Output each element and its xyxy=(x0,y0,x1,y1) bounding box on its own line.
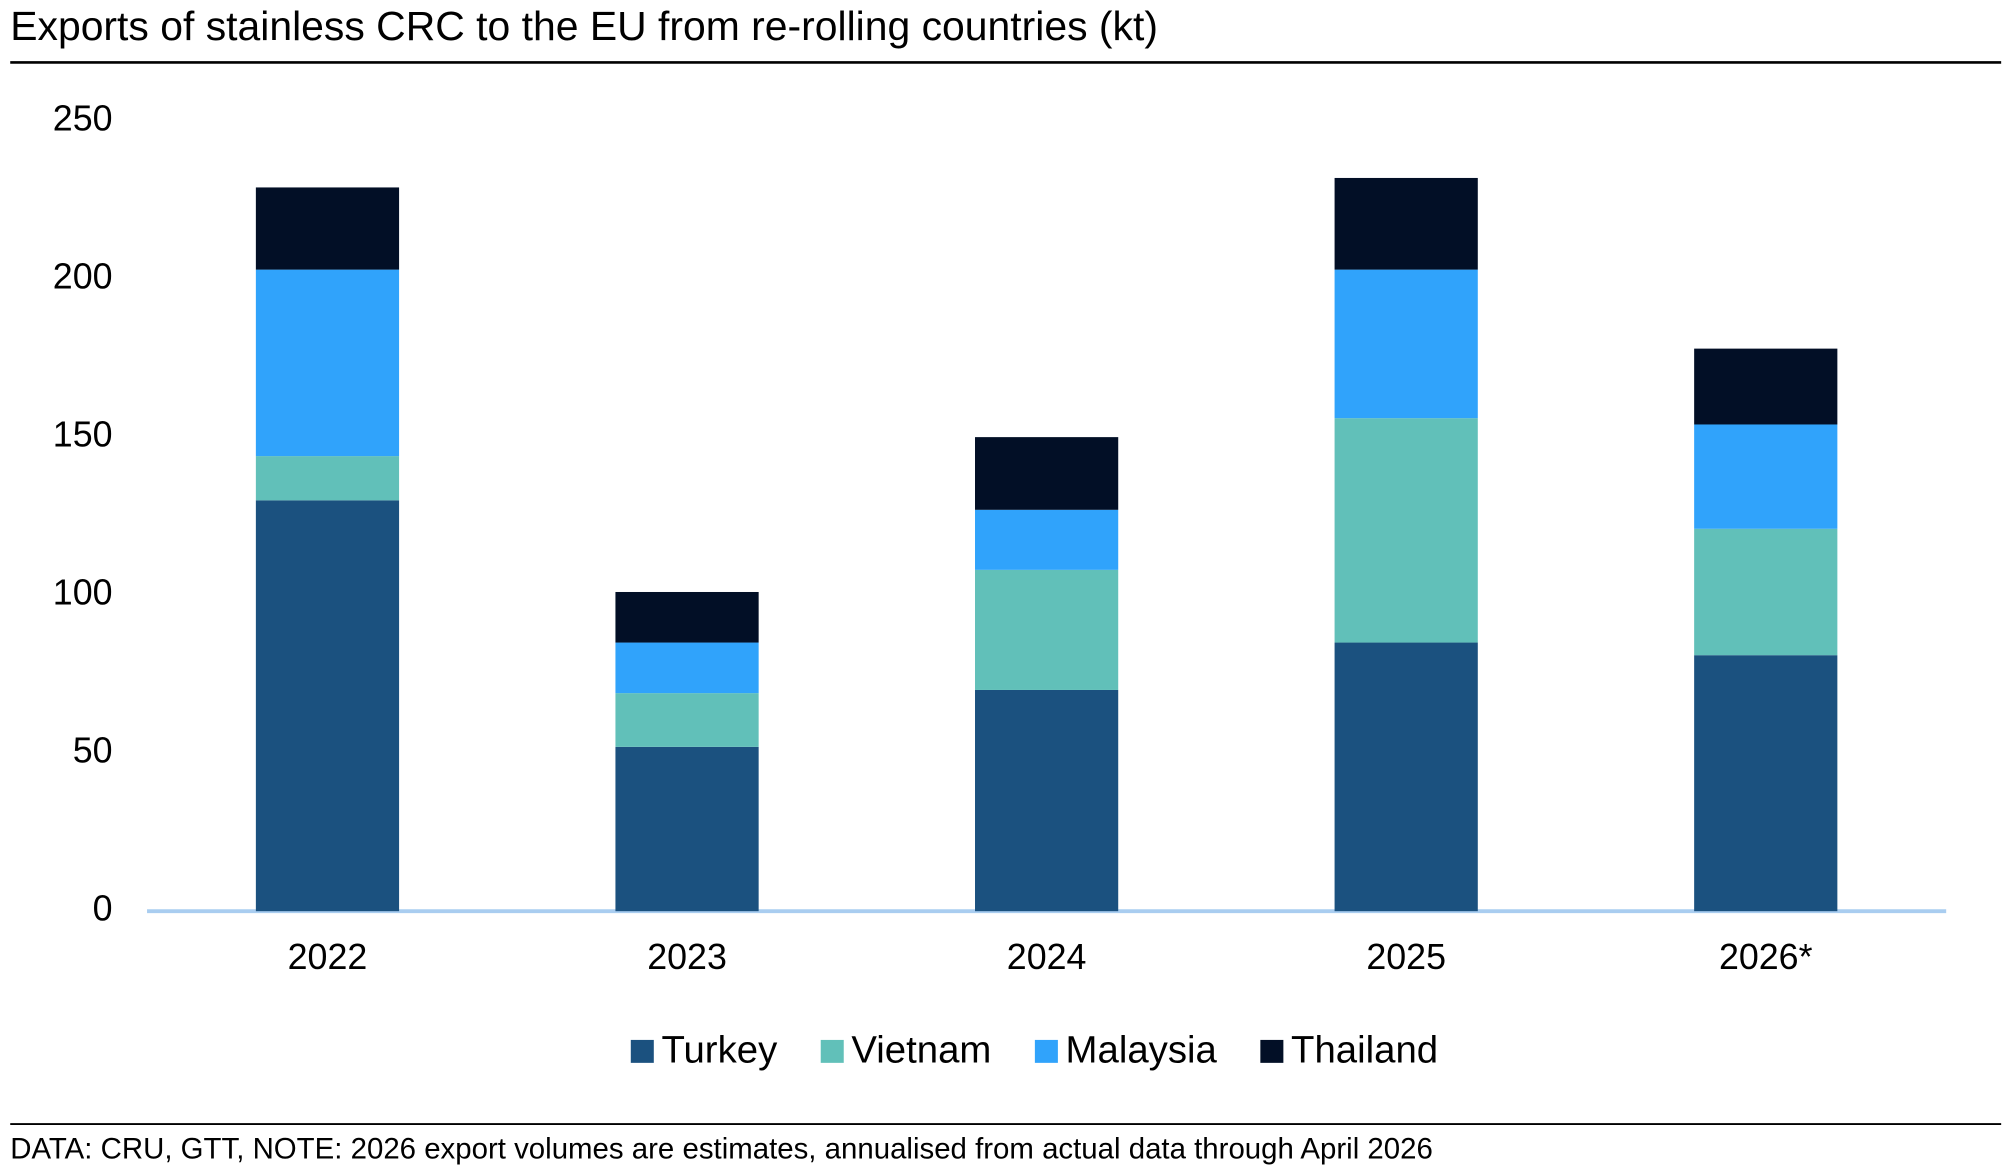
bar-segment xyxy=(975,437,1119,510)
bar-segment xyxy=(1694,655,1838,912)
legend-swatch xyxy=(1260,1039,1284,1063)
y-tick-label: 0 xyxy=(93,889,113,929)
bar-segment xyxy=(255,456,400,501)
legend-label: Vietnam xyxy=(851,1029,991,1072)
bar-segment xyxy=(975,509,1119,570)
y-tick-label: 100 xyxy=(53,573,113,613)
chart-title: Exports of stainless CRC to the EU from … xyxy=(10,3,1158,49)
legend-swatch xyxy=(820,1039,844,1063)
y-tick-label: 50 xyxy=(73,731,113,771)
legend-label: Malaysia xyxy=(1066,1029,1218,1072)
x-tick-label: 2025 xyxy=(1366,937,1446,977)
x-tick-label: 2026* xyxy=(1719,937,1813,977)
bar-segment xyxy=(255,269,400,457)
y-tick-label: 250 xyxy=(53,99,113,139)
y-tick-label: 200 xyxy=(53,257,113,297)
bar-segment xyxy=(975,569,1119,690)
bar-segment xyxy=(1334,177,1478,270)
footnote: DATA: CRU, GTT, NOTE: 2026 export volume… xyxy=(10,1133,1433,1166)
bar-segment xyxy=(615,591,759,643)
bar-segment xyxy=(255,500,400,912)
x-tick-label: 2024 xyxy=(1007,937,1087,977)
bar-segment xyxy=(1334,642,1478,912)
x-tick-label: 2023 xyxy=(647,937,727,977)
legend-label: Thailand xyxy=(1291,1029,1438,1072)
bar-segment xyxy=(615,642,759,694)
bar-segment xyxy=(255,187,400,270)
bar-segment xyxy=(1694,348,1838,425)
legend-label: Turkey xyxy=(661,1029,778,1072)
x-tick-label: 2022 xyxy=(288,937,368,977)
bar-segment xyxy=(1694,528,1838,656)
legend-swatch xyxy=(1034,1039,1058,1063)
bar-segment xyxy=(1694,424,1838,529)
y-tick-label: 150 xyxy=(53,415,113,455)
legend-swatch xyxy=(630,1039,654,1063)
bar-segment xyxy=(975,689,1119,912)
bar-segment xyxy=(1334,418,1478,643)
bar-segment xyxy=(1334,269,1478,419)
bar-segment xyxy=(615,746,759,912)
bar-segment xyxy=(615,693,759,747)
